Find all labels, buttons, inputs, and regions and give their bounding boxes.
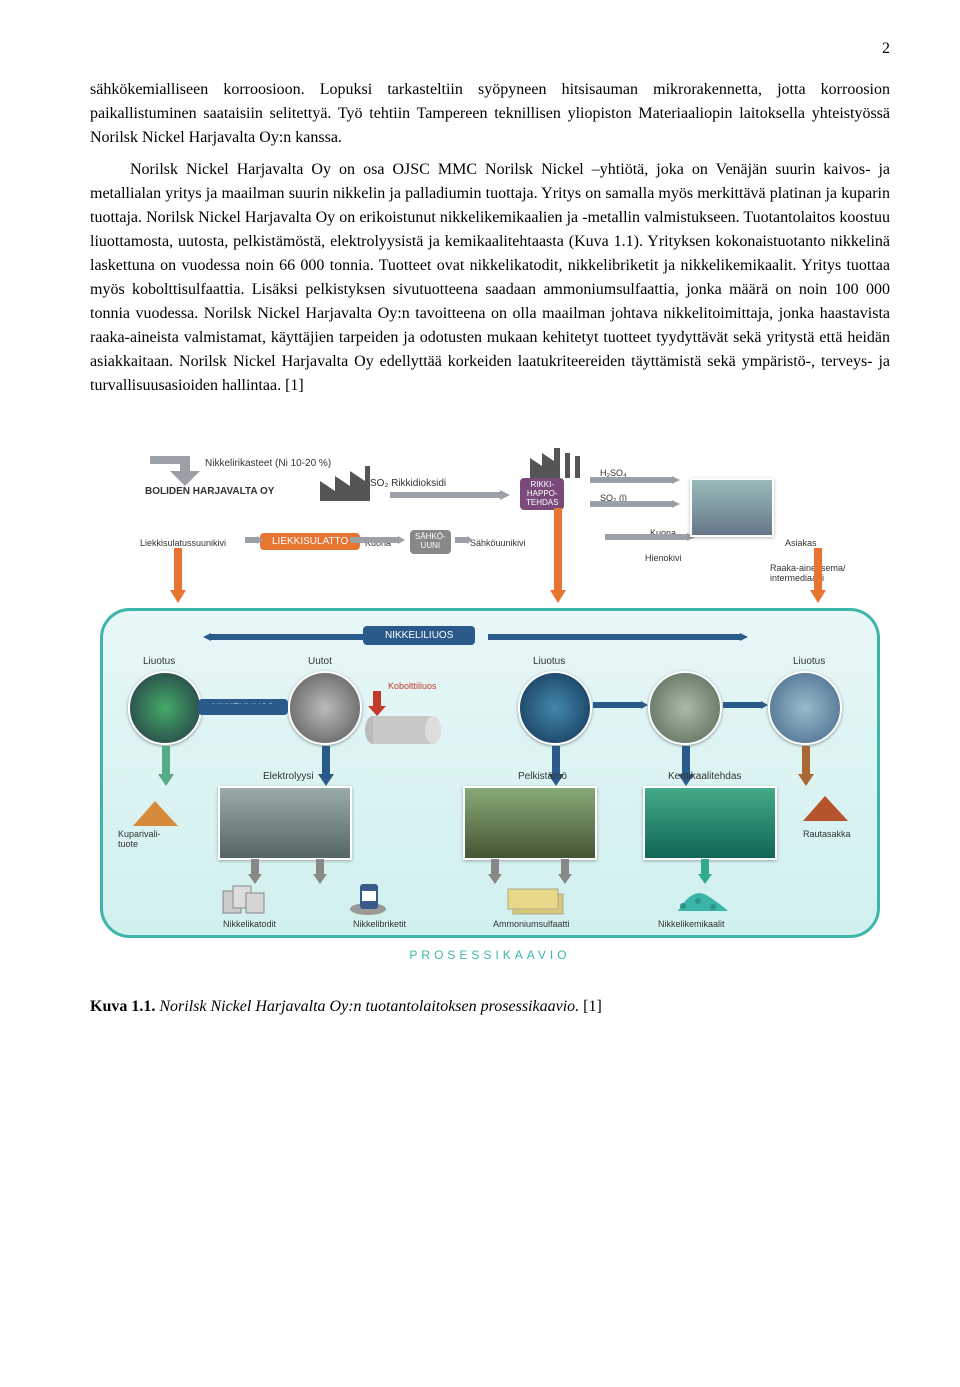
banner-nikkeliliuos-top: NIKKELILIUOS — [363, 626, 475, 645]
adp3 — [488, 859, 502, 884]
photo-liuotus2 — [518, 671, 592, 745]
label-kemikaalitehdas: Kemikaalitehdas — [668, 771, 741, 782]
photo-liuotus1 — [128, 671, 202, 745]
ar2 — [350, 536, 405, 544]
ar1 — [245, 536, 263, 544]
ammonium-icon — [503, 879, 573, 917]
label-liekkisulatussuunikivi: Liekkisulatussuunikivi — [140, 538, 226, 548]
photo-kemikaali — [643, 786, 777, 860]
ar-r1a — [203, 703, 288, 711]
label-hienokivi: Hienokivi — [645, 553, 682, 563]
document-page: 2 sähkökemialliseen korroosioon. Lopuksi… — [0, 0, 960, 1072]
label-briketit: Nikkelibriketit — [353, 919, 406, 929]
adp2 — [313, 859, 327, 884]
kemikaalit-icon — [668, 881, 733, 916]
ad2 — [318, 746, 334, 786]
photo-liuotus3 — [768, 671, 842, 745]
kupari-pile-icon — [133, 801, 178, 831]
body-paragraph-2: Norilsk Nickel Harjavalta Oy on osa OJSC… — [90, 158, 890, 398]
banner-rikkihappo: RIKKI- HAPPO- TEHDAS — [520, 478, 564, 510]
arrow-r2-icon — [590, 476, 680, 484]
arrow-down1-icon — [170, 548, 186, 603]
briketit-icon — [348, 879, 408, 917]
figure-container: Nikkelirikasteet (Ni 10-20 %) BOLIDEN HA… — [90, 448, 890, 968]
photo-pelkistamo — [463, 786, 597, 860]
photo-truck — [690, 478, 774, 537]
caption-ref: [1] — [579, 998, 602, 1015]
diagram-top-section: Nikkelirikasteet (Ni 10-20 %) BOLIDEN HA… — [90, 448, 890, 588]
banner-sahkouuni: SÄHKÖ- UUNI — [410, 530, 451, 554]
label-katodit: Nikkelikatodit — [223, 919, 276, 929]
ad5 — [798, 746, 814, 786]
factory2-icon — [530, 448, 590, 478]
label-kupari: Kuparivali- tuote — [118, 829, 161, 849]
figure-caption: Kuva 1.1. Norilsk Nickel Harjavalta Oy:n… — [90, 998, 890, 1016]
label-raaka: Raaka-aineasema/ intermediaatti — [770, 563, 846, 583]
label-liuotus1: Liuotus — [143, 656, 175, 667]
arrow-down3-icon — [810, 548, 826, 603]
arrow-kuona-icon — [605, 533, 695, 541]
label-nikkelirikasteet: Nikkelirikasteet (Ni 10-20 %) — [205, 458, 331, 469]
arrow-r3-icon — [590, 500, 680, 508]
photo-mid — [648, 671, 722, 745]
label-koboltti: Kobolttiliuos — [388, 681, 437, 691]
ar3 — [455, 536, 473, 544]
arrow-down2-icon — [550, 508, 566, 603]
photo-uutot — [288, 671, 362, 745]
label-sahkouunikivi: Sähköuunikivi — [470, 538, 526, 548]
arrow-nl-r — [488, 633, 748, 641]
tank-icon — [363, 713, 448, 748]
page-number: 2 — [90, 40, 890, 58]
process-diagram: Nikkelirikasteet (Ni 10-20 %) BOLIDEN HA… — [90, 448, 890, 968]
label-ammonium: Ammoniumsulfaatti — [493, 919, 570, 929]
label-uutot: Uutot — [308, 656, 332, 667]
ar-r1b — [593, 701, 648, 709]
arrow-right-icon — [390, 490, 510, 500]
diagram-bottom-title: PROSESSIKAAVIO — [409, 948, 570, 962]
label-pelkistamo: Pelkistämö — [518, 771, 567, 782]
body-paragraph-1: sähkökemialliseen korroosioon. Lopuksi t… — [90, 78, 890, 150]
photo-elektrolyysi — [218, 786, 352, 860]
ad1 — [158, 746, 174, 786]
arrow-nl-l — [203, 633, 363, 641]
rauta-pile-icon — [803, 796, 848, 826]
caption-italic: Norilsk Nickel Harjavalta Oy:n tuotantol… — [155, 998, 579, 1015]
banner-liekkisulatto: LIEKKISULATTO — [260, 533, 360, 550]
ar-r1c — [723, 701, 768, 709]
label-so2: SO₂ Rikkidioksidi — [370, 478, 446, 489]
diagram-teal-box: NIKKELILIUOS Liuotus Uutot Liuotus Liuot… — [100, 608, 880, 938]
label-nikemik: Nikkelikemikaalit — [658, 919, 725, 929]
label-asiakas-r: Asiakas — [785, 538, 817, 548]
caption-bold: Kuva 1.1. — [90, 998, 155, 1015]
katodit-icon — [218, 881, 278, 916]
label-rauta: Rautasakka — [803, 829, 851, 839]
label-elektrolyysi: Elektrolyysi — [263, 771, 314, 782]
label-liuotus3: Liuotus — [793, 656, 825, 667]
label-liuotus2: Liuotus — [533, 656, 565, 667]
arrow-in-icon — [150, 456, 200, 486]
label-boliden: BOLIDEN HARJAVALTA OY — [145, 486, 274, 497]
